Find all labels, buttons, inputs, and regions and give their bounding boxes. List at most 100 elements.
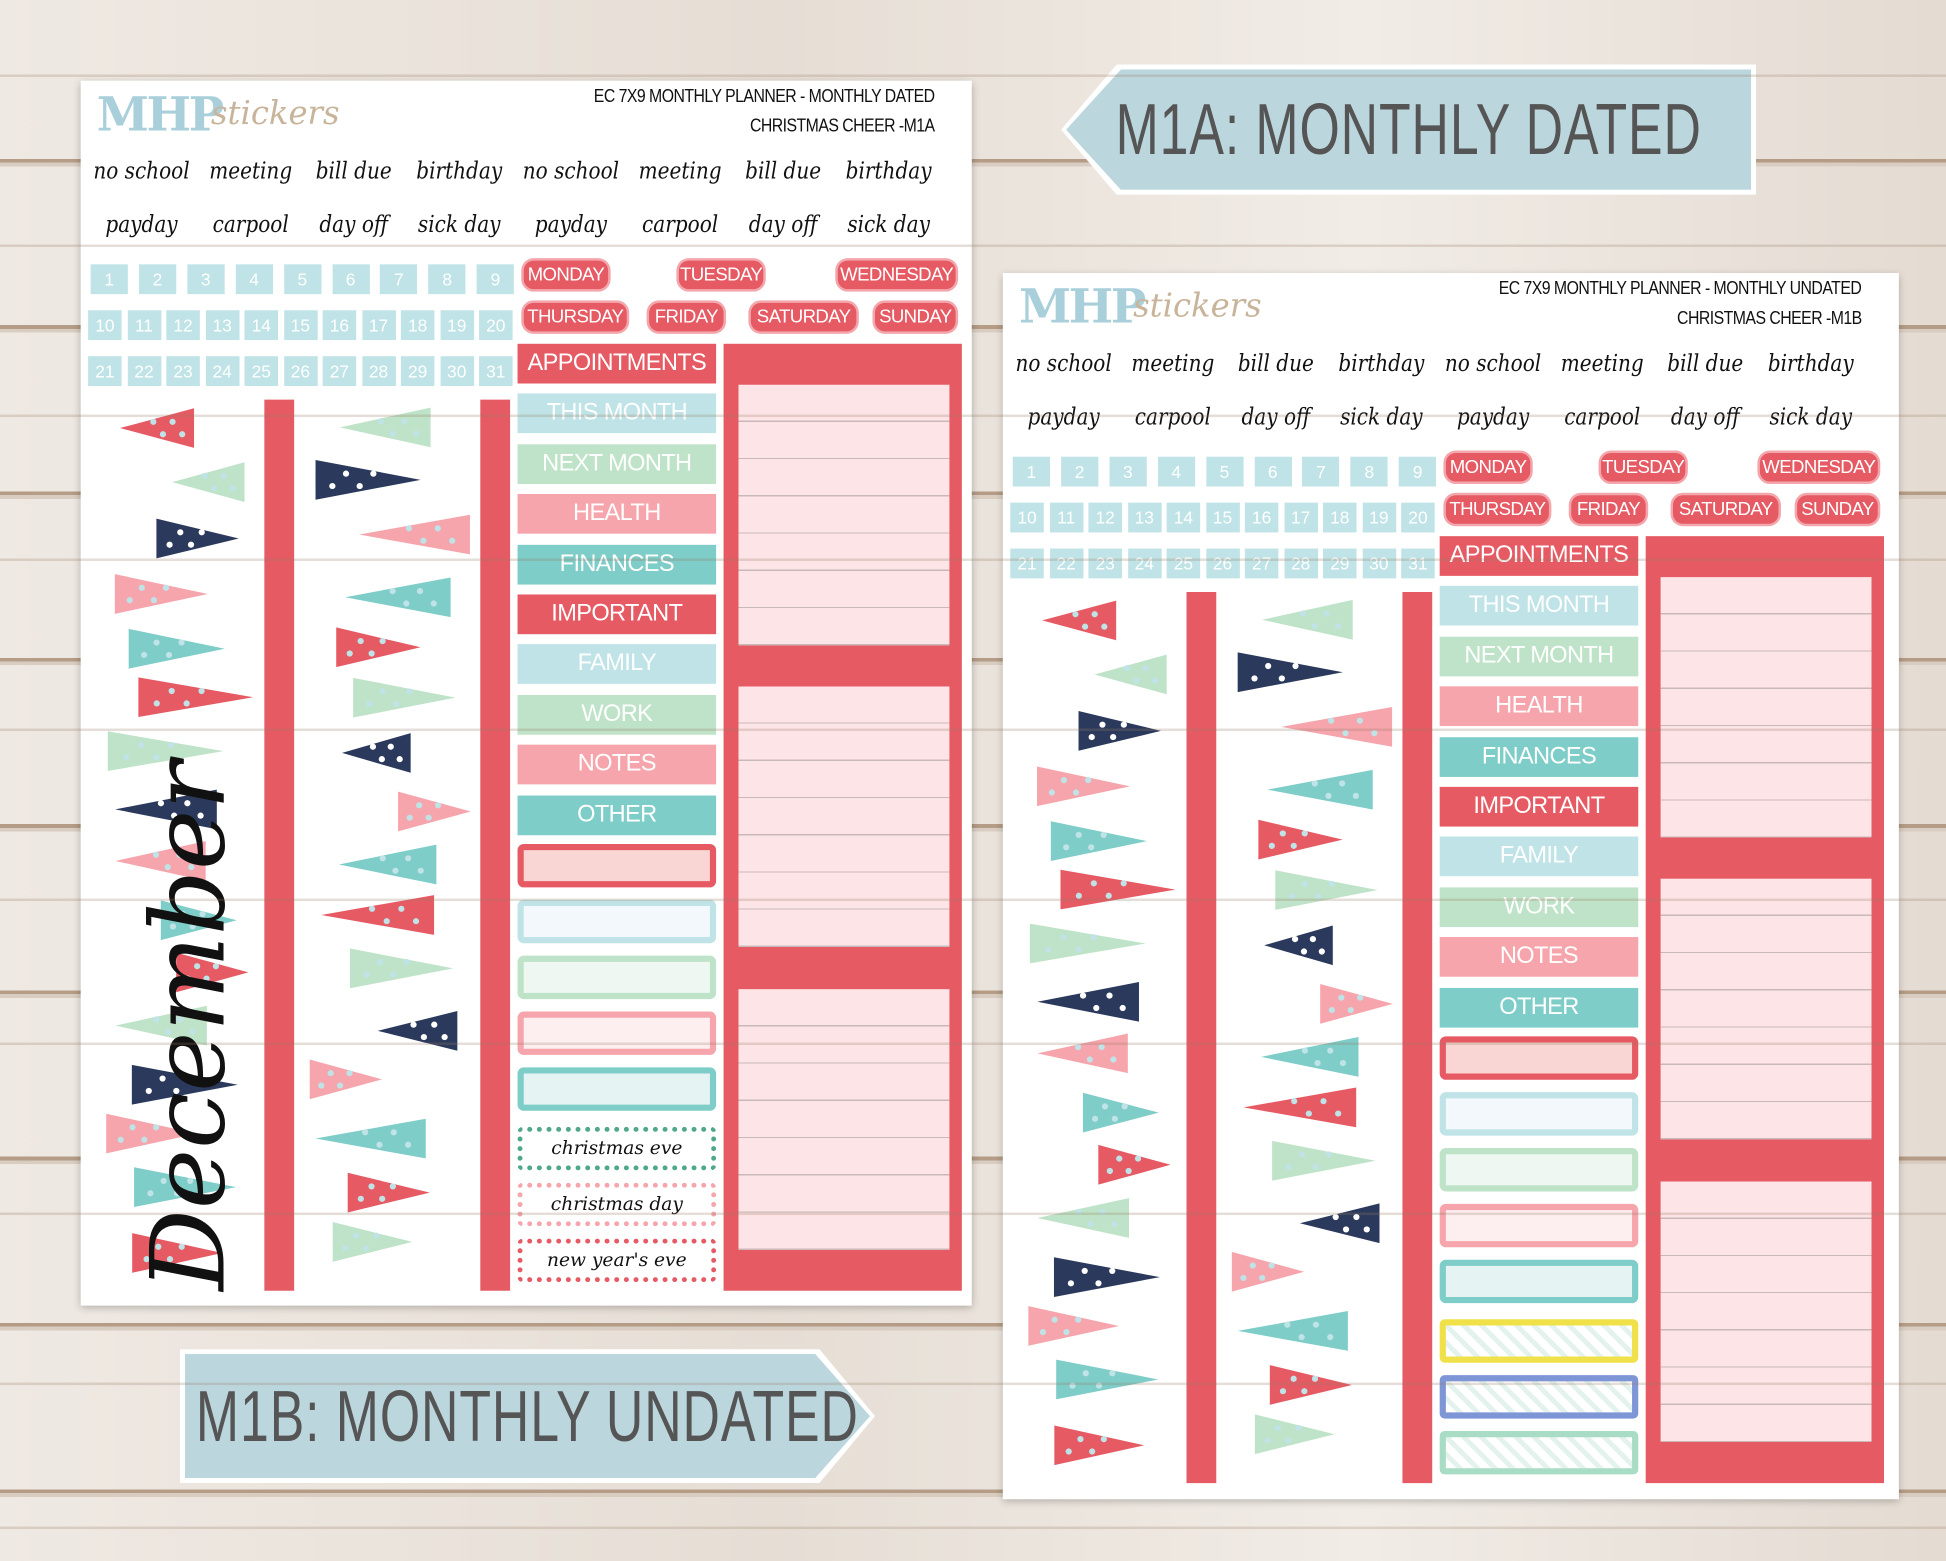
date-number-sticker: 8 — [1350, 456, 1388, 487]
word-sticker: birthday — [416, 157, 503, 185]
tree-icon — [1042, 600, 1117, 641]
word-sticker: carpool — [1564, 403, 1641, 431]
floral-box-sticker — [1439, 1430, 1639, 1475]
tree-icon — [1231, 1251, 1305, 1292]
date-number-sticker: 20 — [1401, 502, 1435, 533]
word-sticker: birthday — [1767, 349, 1854, 378]
lined-notes-box — [738, 686, 950, 947]
tree-icon — [398, 791, 471, 832]
weekday-sticker: TUESDAY — [678, 260, 764, 290]
word-sticker: sick day — [1340, 403, 1423, 431]
date-number-sticker: 2 — [1061, 456, 1099, 487]
tree-icon — [1053, 1257, 1160, 1297]
tree-icon — [107, 731, 224, 771]
date-number-sticker: 28 — [361, 356, 396, 386]
date-number-sticker: 21 — [88, 356, 122, 386]
date-number-sticker: 4 — [235, 264, 273, 295]
tree-icon — [347, 1172, 430, 1213]
word-sticker: day off — [748, 210, 818, 239]
blank-box-sticker — [1439, 1259, 1639, 1304]
tree-icon — [134, 1167, 237, 1207]
word-sticker: no school — [93, 157, 190, 185]
label-sticker-work: WORK — [1439, 887, 1639, 927]
tree-icon — [156, 518, 239, 559]
weekday-sticker: WEDNESDAY — [1759, 453, 1878, 482]
label-sticker-other: OTHER — [1439, 987, 1639, 1028]
tree-icon — [1029, 923, 1146, 964]
tree-icon — [309, 1059, 383, 1100]
tree-icon — [115, 789, 217, 830]
word-sticker: day off — [319, 210, 389, 239]
word-sticker: no school — [522, 157, 620, 185]
wood-grain — [0, 728, 1946, 732]
date-number-sticker: 27 — [322, 356, 357, 386]
tree-icon — [1098, 1144, 1171, 1185]
sheet-title-line2: CHRISTMAS CHEER -M1A — [749, 115, 935, 137]
date-number-sticker: 15 — [1205, 502, 1240, 533]
logo-mhp: MHP — [96, 85, 224, 142]
sheet-title-line2: CHRISTMAS CHEER -M1B — [1677, 307, 1862, 329]
date-number-sticker: 26 — [1205, 548, 1240, 579]
tree-icon — [349, 948, 454, 989]
label-sticker-work: WORK — [517, 694, 717, 735]
date-number-sticker: 17 — [1283, 502, 1318, 533]
word-sticker: day off — [1670, 403, 1740, 431]
tree-icon — [120, 408, 195, 448]
date-number-sticker: 1 — [1012, 456, 1050, 487]
wood-grain — [0, 1212, 1946, 1216]
date-number-sticker: 26 — [283, 356, 318, 386]
date-number-sticker: 13 — [1127, 502, 1162, 533]
date-number-sticker: 11 — [127, 310, 161, 341]
word-sticker: birthday — [1338, 349, 1425, 378]
date-number-sticker: 16 — [322, 310, 357, 341]
date-number-sticker: 7 — [380, 264, 418, 295]
date-number-sticker: 9 — [1398, 456, 1437, 487]
weekday-sticker: MONDAY — [523, 260, 609, 290]
label-sticker-important: IMPORTANT — [1439, 786, 1639, 827]
blank-box-sticker — [517, 899, 717, 944]
tree-icon — [321, 895, 435, 935]
weekday-sticker: SATURDAY — [750, 302, 857, 332]
wood-grain — [0, 898, 1946, 902]
date-number-sticker: 25 — [244, 356, 279, 386]
tree-icon — [315, 1118, 426, 1159]
tag-m1b: M1B: MONTHLY UNDATED — [179, 1349, 875, 1484]
word-sticker: no school — [1015, 349, 1112, 378]
wood-grain — [0, 1382, 1946, 1386]
date-number-sticker: 17 — [361, 310, 396, 341]
tree-icon — [1060, 869, 1176, 910]
date-number-sticker: 18 — [400, 310, 435, 341]
tree-icon — [353, 677, 456, 718]
floral-box-sticker — [1439, 1375, 1639, 1419]
date-number-sticker: 8 — [428, 264, 466, 295]
sheet-title-line1: EC 7X9 MONTHLY PLANNER - MONTHLY DATED — [593, 85, 935, 107]
tree-icon — [1254, 1414, 1335, 1455]
word-sticker: meeting — [1131, 349, 1215, 378]
date-number-sticker: 22 — [127, 356, 161, 386]
word-sticker: bill due — [315, 157, 392, 185]
date-number-sticker: 14 — [1166, 502, 1201, 533]
date-number-sticker: 9 — [476, 264, 515, 295]
date-number-sticker: 5 — [283, 264, 321, 295]
date-number-sticker: 20 — [479, 310, 513, 341]
date-number-sticker: 11 — [1049, 502, 1083, 533]
tree-icon — [359, 514, 470, 555]
label-sticker-finances: FINANCES — [517, 544, 717, 585]
tree-icon — [172, 462, 245, 502]
date-number-sticker: 1 — [90, 264, 128, 295]
blank-box-sticker — [517, 843, 717, 888]
blank-box-sticker — [517, 955, 717, 1000]
date-number-sticker: 10 — [1010, 502, 1044, 533]
blank-box-sticker — [1439, 1092, 1639, 1136]
tree-icon — [1094, 654, 1167, 695]
tree-icon — [1299, 1203, 1380, 1244]
sheet-m1b-monthly-undated: MHP stickers EC 7X9 MONTHLY PLANNER - MONT… — [1002, 273, 1899, 1500]
date-number-sticker: 21 — [1010, 548, 1044, 579]
word-sticker: carpool — [642, 210, 719, 239]
tree-icon — [1237, 652, 1343, 693]
date-number-sticker: 19 — [1362, 502, 1396, 533]
date-number-sticker: 22 — [1049, 548, 1083, 579]
date-number-sticker: 5 — [1205, 456, 1244, 487]
tree-icon — [1264, 925, 1333, 966]
tree-icon — [377, 1011, 458, 1051]
